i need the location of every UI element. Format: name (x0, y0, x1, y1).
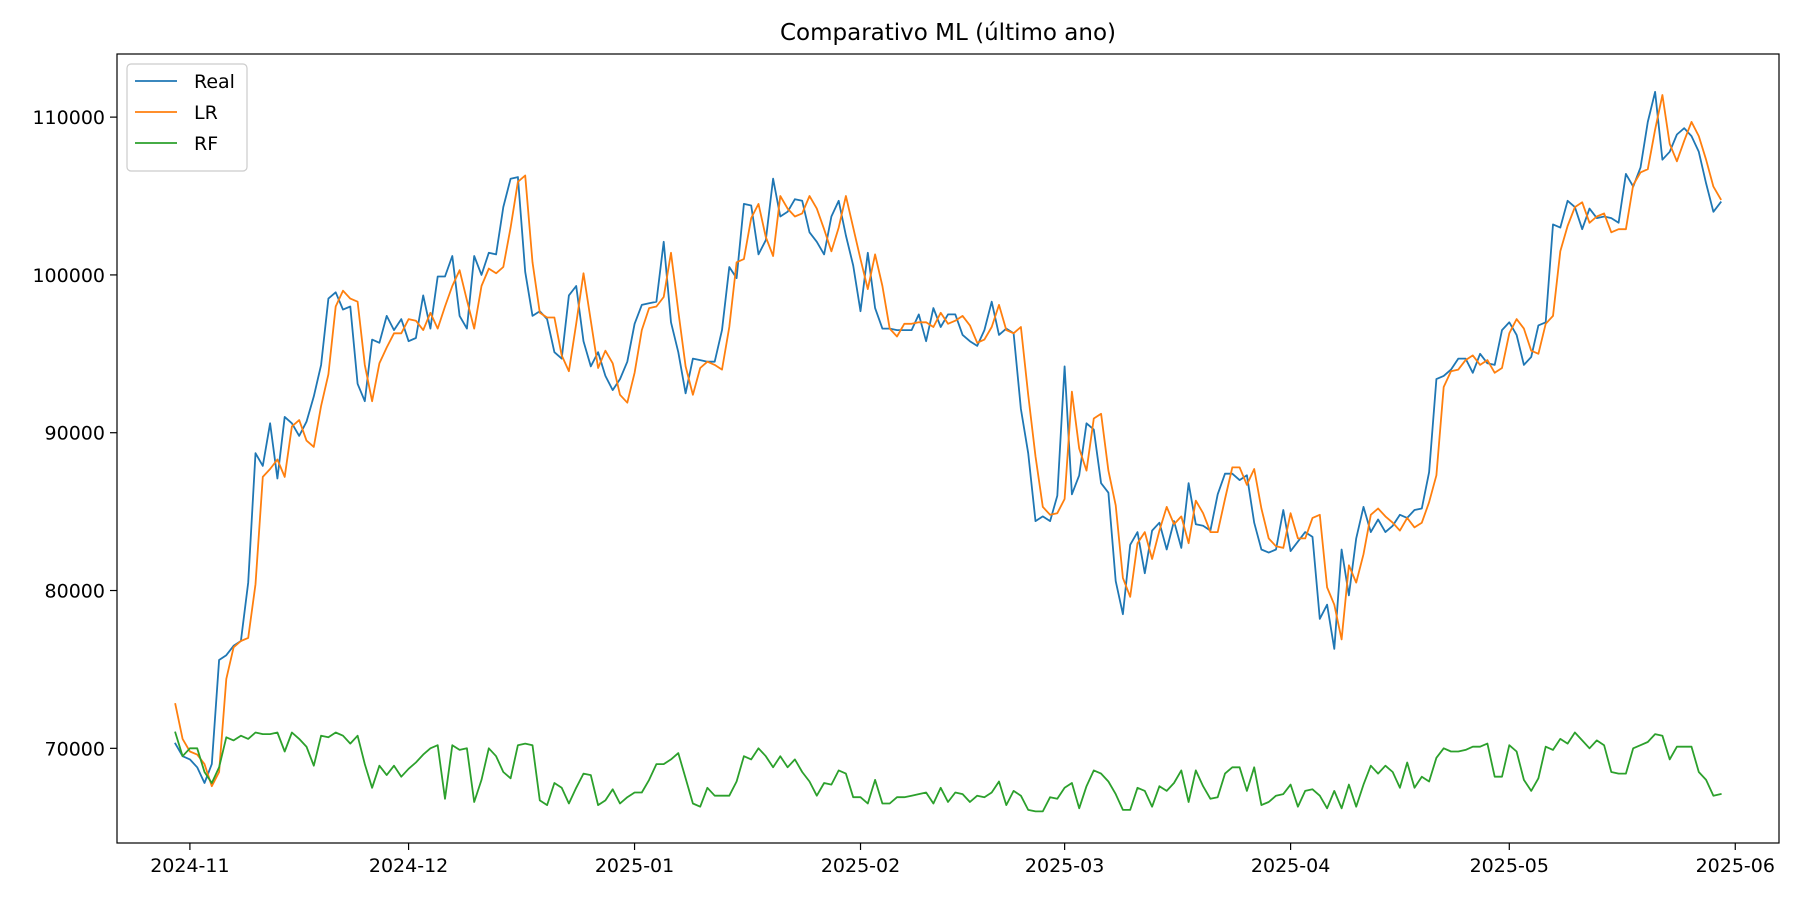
plot-frame (116, 53, 1780, 844)
series-line-lr (174, 94, 1722, 788)
y-tick-label: 80000 (45, 581, 105, 603)
series-line-rf (174, 731, 1722, 813)
x-tick-label: 2025-04 (1251, 855, 1330, 877)
y-tick-label: 100000 (32, 265, 105, 287)
x-tick-label: 2025-02 (821, 855, 900, 877)
legend-label-rf: RF (194, 133, 218, 155)
x-tick-label: 2025-01 (595, 855, 674, 877)
legend-label-real: Real (194, 71, 235, 93)
x-tick-label: 2025-05 (1470, 855, 1549, 877)
legend: Real LR RF (126, 63, 248, 172)
x-tick-label: 2025-03 (1025, 855, 1104, 877)
series-line-real (174, 91, 1722, 784)
legend-box (126, 63, 248, 172)
chart-title: Comparativo ML (último ano) (780, 20, 1116, 46)
y-axis: 70000 80000 90000 100000 110000 (32, 107, 117, 760)
y-tick-label: 110000 (32, 107, 105, 129)
x-tick-label: 2024-11 (150, 855, 229, 877)
series-layer (174, 91, 1722, 813)
y-tick-label: 90000 (45, 423, 105, 445)
legend-label-lr: LR (194, 102, 218, 124)
x-tick-label: 2024-12 (369, 855, 448, 877)
y-tick-label: 70000 (45, 738, 105, 760)
x-axis: 2024-11 2024-12 2025-01 2025-02 2025-03 2025-… (150, 843, 1775, 877)
x-tick-label: 2025-06 (1696, 855, 1775, 877)
